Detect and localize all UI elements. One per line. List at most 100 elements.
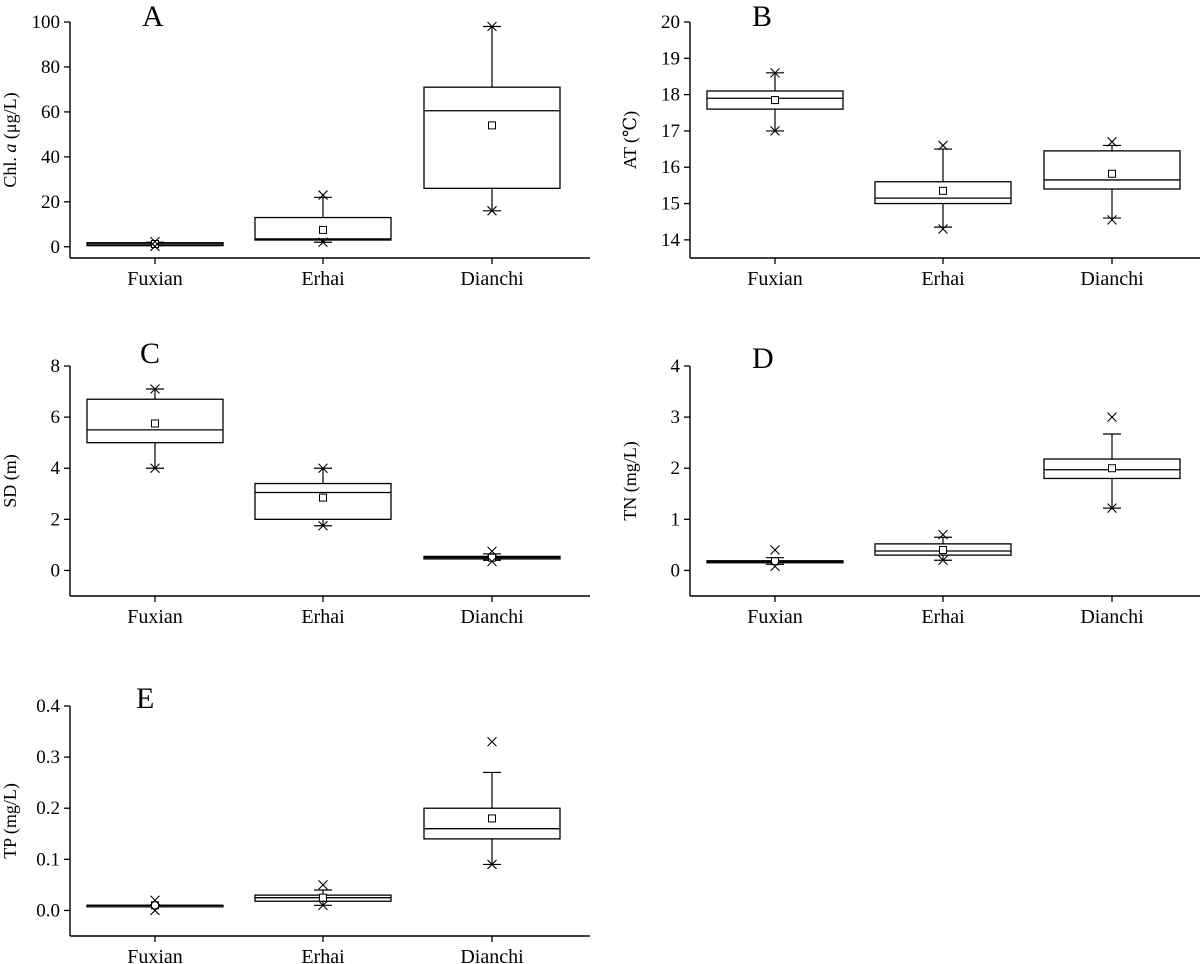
mean-marker: [319, 225, 327, 234]
max-marker: [487, 21, 497, 32]
max-marker: [487, 736, 497, 747]
y-tick-label: 4: [671, 356, 681, 377]
min-marker: [487, 205, 497, 216]
box-fuxian: [86, 384, 224, 474]
y-tick-label: 0.1: [36, 849, 60, 870]
y-tick-label: 4: [51, 458, 61, 479]
box-erhai: [254, 190, 392, 248]
max-marker: [770, 545, 780, 555]
max-marker: [1107, 412, 1117, 423]
y-tick-label: 16: [661, 157, 680, 178]
mean-marker: [488, 814, 496, 823]
mean-marker: [771, 96, 779, 105]
max-marker: [318, 463, 328, 474]
mean-marker: [151, 901, 159, 910]
x-tick-label: Dianchi: [460, 268, 524, 290]
mean-marker: [488, 553, 496, 562]
min-marker: [150, 241, 160, 252]
y-tick-label: 0.4: [36, 696, 60, 717]
panel-a: 0 20 40 60 80 100 Fuxian Erhai Dianchi Chl. a (μg…: [0, 0, 590, 290]
panel-letter: A: [142, 0, 164, 33]
y-tick-label: 0: [51, 237, 61, 258]
mean-marker: [151, 419, 159, 428]
y-tick-label: 18: [661, 85, 680, 106]
y-tick-label: 100: [32, 12, 61, 33]
box-fuxian: [86, 895, 224, 916]
x-tick-label: Erhai: [301, 606, 345, 628]
x-tick-label: Dianchi: [460, 606, 524, 628]
box-dianchi: [423, 546, 561, 567]
min-marker: [487, 556, 497, 567]
min-marker: [318, 237, 328, 248]
mean-marker: [488, 121, 496, 130]
box-fuxian: [706, 545, 844, 572]
y-tick-label: 0.3: [36, 747, 60, 768]
y-tick-label: 0: [51, 560, 61, 581]
x-tick-label: Fuxian: [747, 268, 803, 290]
y-tick-label: 17: [661, 121, 680, 142]
y-tick-label: 8: [51, 356, 61, 377]
x-tick-label: Fuxian: [747, 606, 803, 628]
panel-e: 0.0 0.1 0.2 0.3 0.4 Fuxian Erhai Dianchi TP (mg/…: [0, 682, 590, 964]
box-fuxian: [706, 67, 844, 136]
panel-c: 0 2 4 6 8 Fuxian Erhai Dianchi SD (m) C: [0, 337, 590, 628]
x-tick-label: Fuxian: [127, 946, 183, 964]
panel-b: 14 15 16 17 18 19 20 Fuxian Erhai Dianchi AT (℃) B: [620, 0, 1200, 290]
min-marker: [150, 905, 160, 916]
min-marker: [487, 859, 497, 870]
box-dianchi: [1043, 412, 1181, 513]
min-marker: [938, 224, 948, 234]
box-dianchi: [423, 736, 561, 870]
box-dianchi: [423, 21, 561, 216]
min-marker: [150, 463, 160, 474]
x-tick-label: Dianchi: [1080, 268, 1144, 290]
mean-marker: [151, 240, 159, 249]
box-erhai: [254, 880, 392, 911]
y-tick-label: 0.0: [36, 900, 60, 921]
x-tick-label: Erhai: [921, 606, 965, 628]
max-marker: [150, 236, 160, 247]
mean-marker: [939, 546, 947, 554]
mean-marker: [1108, 169, 1116, 178]
y-tick-label: 20: [41, 192, 60, 213]
min-marker: [770, 126, 780, 136]
y-tick-label: 15: [661, 194, 680, 215]
y-tick-label: 80: [41, 57, 60, 78]
min-marker: [318, 900, 328, 911]
panel-letter: D: [752, 342, 774, 375]
box-dianchi: [1043, 136, 1181, 225]
y-tick-label: 2: [671, 458, 681, 479]
y-tick-label: 0.2: [36, 798, 60, 819]
panel-letter: B: [752, 0, 772, 33]
box-erhai: [254, 463, 392, 531]
y-axis-label: SD (m): [0, 454, 21, 508]
max-marker: [938, 529, 948, 540]
panel-d: 0 1 2 3 4 Fuxian Erhai Dianchi TN (mg/L) D: [620, 342, 1200, 628]
x-tick-label: Erhai: [921, 268, 965, 290]
min-marker: [318, 520, 328, 531]
y-tick-label: 60: [41, 102, 60, 123]
min-marker: [1107, 503, 1117, 513]
y-tick-label: 14: [661, 230, 681, 251]
x-tick-label: Erhai: [301, 268, 345, 290]
box-fuxian: [86, 236, 224, 252]
x-tick-label: Erhai: [301, 946, 345, 964]
max-marker: [150, 384, 160, 394]
y-tick-label: 2: [51, 509, 61, 530]
y-tick-label: 40: [41, 147, 60, 168]
x-tick-label: Dianchi: [1080, 606, 1144, 628]
y-tick-label: 3: [671, 407, 681, 428]
mean-marker: [771, 557, 779, 566]
y-axis-label: AT (℃): [620, 111, 641, 169]
max-marker: [770, 67, 780, 78]
y-tick-label: 0: [671, 560, 681, 581]
x-tick-label: Dianchi: [460, 946, 524, 964]
max-marker: [487, 546, 497, 557]
min-marker: [770, 561, 780, 572]
x-tick-label: Fuxian: [127, 606, 183, 628]
y-tick-label: 1: [671, 509, 681, 530]
x-tick-label: Fuxian: [127, 268, 183, 290]
max-marker: [1107, 136, 1117, 147]
max-marker: [150, 895, 160, 906]
